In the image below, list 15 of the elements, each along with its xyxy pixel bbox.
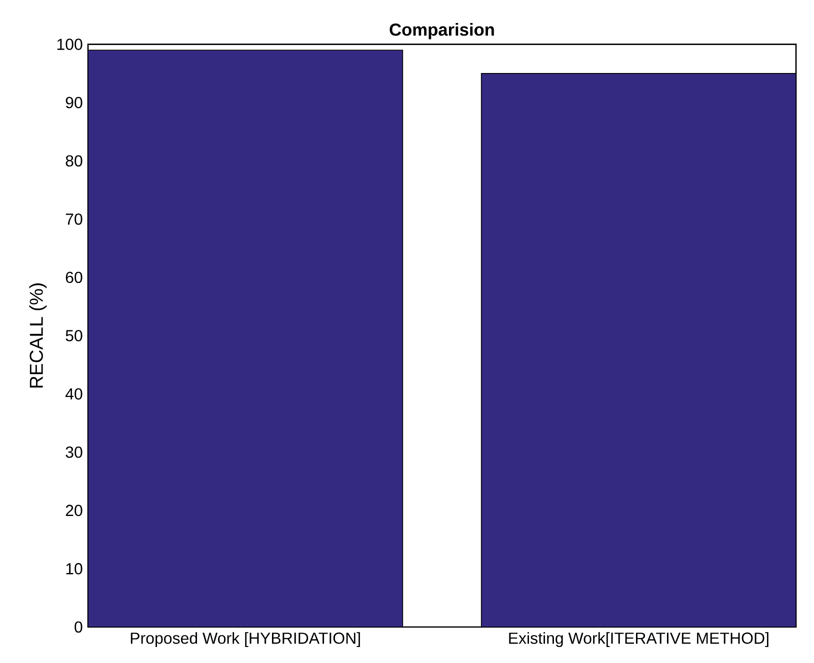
y-tick-label: 90 [66, 96, 82, 108]
y-tick-label: 60 [66, 272, 82, 284]
y-tick-label: 0 [74, 621, 82, 633]
chart-title: Comparision [390, 23, 494, 40]
y-tick-label: 40 [65, 388, 82, 400]
y-tick-label: 80 [66, 155, 82, 167]
y-tick-label: 20 [66, 504, 82, 516]
y-tick-label: 50 [66, 330, 82, 342]
y-axis-title: RECALL (%) [29, 283, 47, 388]
x-tick-label: Existing Work[ITERATIVE METHOD] [509, 632, 768, 648]
y-tick-label: 30 [66, 446, 82, 458]
y-tick-label: 100 [57, 38, 82, 50]
y-tick-label: 70 [66, 213, 82, 225]
y-tick-label: 10 [66, 563, 82, 574]
x-tick-label: Proposed Work [HYBRIDATION] [130, 632, 360, 648]
